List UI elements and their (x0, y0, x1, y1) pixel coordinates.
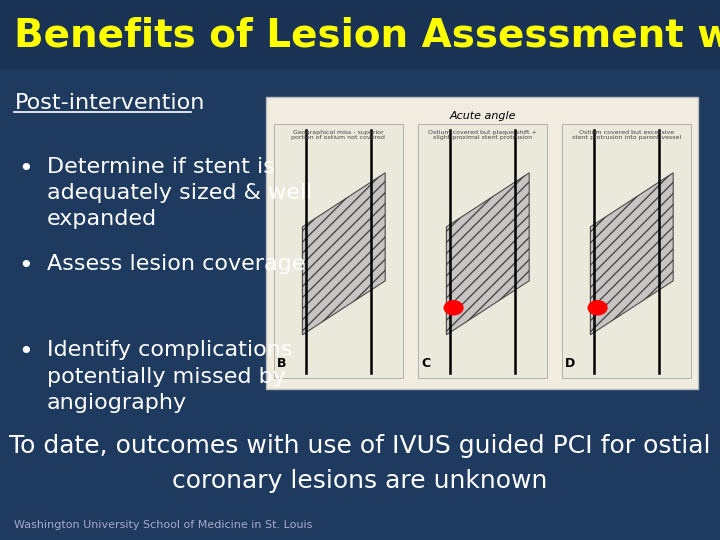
Text: •: • (18, 340, 32, 364)
FancyBboxPatch shape (562, 124, 691, 378)
Text: Geographical miss - superior
portion of ostium not covered: Geographical miss - superior portion of … (292, 130, 385, 140)
FancyBboxPatch shape (266, 97, 698, 389)
Polygon shape (590, 173, 673, 335)
Text: •: • (18, 157, 32, 180)
Text: Washington University School of Medicine in St. Louis: Washington University School of Medicine… (14, 520, 312, 530)
Text: To date, outcomes with use of IVUS guided PCI for ostial: To date, outcomes with use of IVUS guide… (9, 434, 711, 457)
FancyBboxPatch shape (274, 124, 403, 378)
Text: Determine if stent is
adequately sized & well
expanded: Determine if stent is adequately sized &… (47, 157, 312, 230)
Text: D: D (565, 357, 575, 370)
Text: Post-intervention: Post-intervention (14, 92, 204, 113)
Polygon shape (446, 173, 529, 335)
Text: C: C (421, 357, 431, 370)
Text: Acute angle: Acute angle (449, 111, 516, 121)
Text: •: • (18, 254, 32, 278)
Text: Ostium covered but plaque shift +
slight proximal stent protrusion: Ostium covered but plaque shift + slight… (428, 130, 537, 140)
Text: Identify complications
potentially missed by
angiography: Identify complications potentially misse… (47, 340, 292, 413)
Text: coronary lesions are unknown: coronary lesions are unknown (172, 469, 548, 492)
FancyBboxPatch shape (418, 124, 547, 378)
Circle shape (588, 301, 607, 315)
Text: Ostium covered but excessive
stent protrusion into parent vessel: Ostium covered but excessive stent protr… (572, 130, 681, 140)
Polygon shape (302, 173, 385, 335)
Text: Assess lesion coverage: Assess lesion coverage (47, 254, 305, 274)
Circle shape (444, 301, 463, 315)
Text: Benefits of Lesion Assessment with IVUS: Benefits of Lesion Assessment with IVUS (14, 16, 720, 54)
FancyBboxPatch shape (0, 0, 720, 70)
Text: B: B (277, 357, 287, 370)
